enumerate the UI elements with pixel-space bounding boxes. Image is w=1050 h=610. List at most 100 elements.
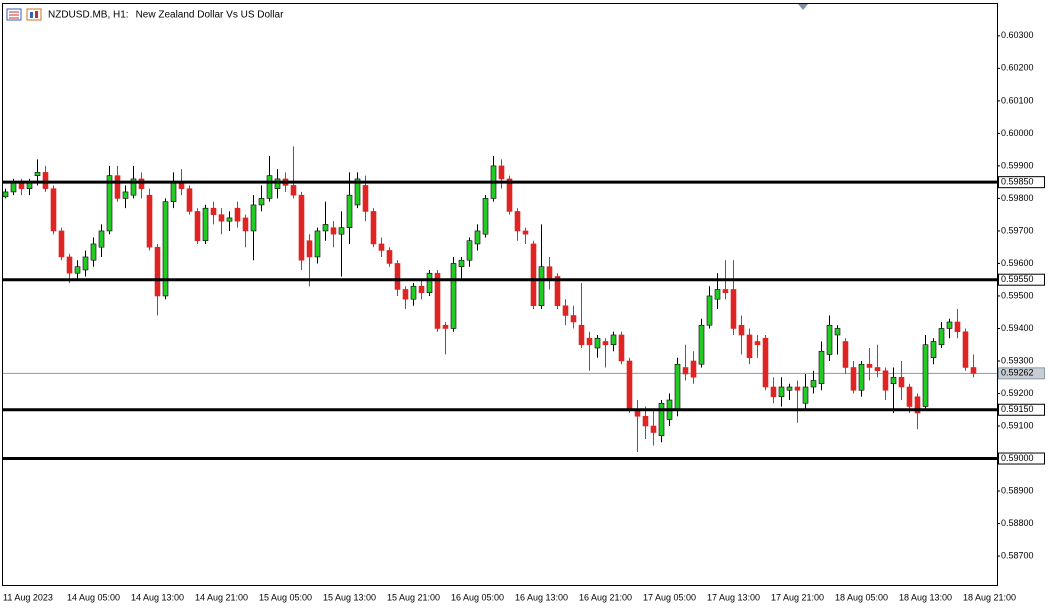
plot-frame	[2, 3, 998, 586]
candle-body	[314, 230, 321, 258]
level-label-box	[998, 452, 1045, 465]
y-tick-label: 0.59800	[1001, 193, 1034, 203]
candle-body	[698, 324, 705, 365]
candle-body	[690, 360, 697, 378]
candle-body	[426, 272, 433, 294]
candle-body	[66, 256, 73, 274]
candle-body	[42, 172, 49, 189]
candle-body	[130, 178, 137, 196]
y-tick-label: 0.59600	[1001, 258, 1034, 268]
candle-body	[730, 289, 737, 329]
candle-body	[290, 185, 297, 196]
candle-body	[370, 211, 377, 245]
candle-body	[682, 367, 689, 375]
candle-body	[610, 334, 617, 346]
chart-symbol: NZDUSD.MB, H1:	[48, 10, 129, 21]
candle-body	[482, 198, 489, 235]
y-tick-label: 0.60200	[1001, 63, 1034, 73]
y-tick-label: 0.58900	[1001, 485, 1034, 495]
candle-body	[114, 175, 121, 199]
y-tick-label: 0.58800	[1001, 518, 1034, 528]
candle-body	[914, 396, 921, 414]
y-tick-label: 0.60300	[1001, 30, 1034, 40]
y-tick-label: 0.59900	[1001, 160, 1034, 170]
candle-body	[514, 211, 521, 232]
candle-body	[90, 243, 97, 261]
y-tick-label: 0.59100	[1001, 420, 1034, 430]
candle-body	[458, 259, 465, 268]
candle-body	[722, 289, 729, 294]
candle-body	[306, 240, 313, 258]
chart-title: New Zealand Dollar Vs US Dollar	[136, 10, 285, 21]
candle-body	[906, 386, 913, 407]
y-tick-label: 0.60000	[1001, 128, 1034, 138]
x-tick-label: 14 Aug 05:00	[67, 592, 120, 602]
y-tick-label: 0.59300	[1001, 355, 1034, 365]
x-tick-label: 11 Aug 2023	[3, 592, 53, 602]
candle-body	[58, 230, 65, 258]
candle-body	[266, 175, 273, 199]
candle-body	[418, 285, 425, 294]
y-tick-label: 0.59400	[1001, 323, 1034, 333]
candle-body	[810, 380, 817, 388]
candle-body	[138, 178, 145, 189]
candle-body	[394, 263, 401, 290]
candle-body	[834, 328, 841, 336]
level-label: 0.59150	[1001, 404, 1034, 414]
candle-body	[890, 376, 897, 385]
x-tick-label: 18 Aug 21:00	[963, 592, 1016, 602]
candle-body	[322, 224, 329, 232]
candle-body	[442, 324, 449, 329]
candle-body	[450, 263, 457, 329]
x-tick-label: 17 Aug 05:00	[643, 592, 696, 602]
x-tick-label: 16 Aug 21:00	[579, 592, 632, 602]
x-tick-label: 15 Aug 13:00	[323, 592, 376, 602]
candle-body	[434, 272, 441, 329]
level-label: 0.59850	[1001, 177, 1034, 187]
candle-body	[162, 201, 169, 297]
scroll-marker	[798, 4, 808, 10]
candle-body	[658, 402, 665, 437]
candle-body	[970, 367, 977, 374]
candle-body	[250, 204, 257, 232]
candle-body	[466, 240, 473, 261]
x-tick-label: 14 Aug 13:00	[131, 592, 184, 602]
x-tick-label: 17 Aug 13:00	[707, 592, 760, 602]
candle-body	[234, 207, 241, 222]
candle-body	[786, 386, 793, 391]
x-tick-label: 15 Aug 21:00	[387, 592, 440, 602]
candle-body	[954, 321, 961, 333]
x-tick-label: 18 Aug 13:00	[899, 592, 952, 602]
y-tick-label: 0.59700	[1001, 225, 1034, 235]
candle-body	[554, 276, 561, 307]
header-icons	[6, 8, 42, 21]
last-price-label: 0.59262	[1001, 368, 1034, 378]
candle-body	[754, 341, 761, 346]
candle-body	[170, 181, 177, 202]
candle-body	[378, 243, 385, 251]
candle-body	[586, 337, 593, 346]
candle-body	[106, 175, 113, 232]
candle-body	[346, 194, 353, 228]
icon-bar	[35, 11, 38, 18]
candle-body	[626, 360, 633, 411]
candle-body	[866, 363, 873, 368]
candle-body	[218, 214, 225, 222]
candle-body	[474, 230, 481, 245]
candle-body	[738, 324, 745, 336]
candle-body	[242, 217, 249, 232]
icon-chart	[26, 8, 42, 21]
x-tick-label: 17 Aug 21:00	[771, 592, 824, 602]
candle-body	[858, 363, 865, 391]
candle-body	[386, 250, 393, 264]
candle-body	[410, 285, 417, 300]
candle-body	[642, 415, 649, 427]
y-tick-label: 0.60100	[1001, 95, 1034, 105]
candle-body	[546, 266, 553, 281]
level-label: 0.59550	[1001, 274, 1034, 284]
candle-body	[402, 289, 409, 300]
